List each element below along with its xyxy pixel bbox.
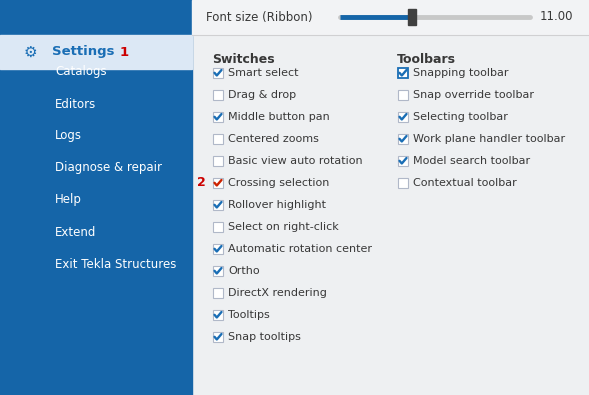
Text: Extend: Extend [55, 226, 97, 239]
Bar [213, 244, 223, 254]
Text: Diagnose & repair: Diagnose & repair [55, 162, 162, 175]
Bar [213, 310, 223, 320]
Bar [213, 134, 223, 144]
Bar [213, 200, 223, 210]
Bar [398, 134, 408, 144]
Text: Switches: Switches [212, 53, 274, 66]
Text: Smart select: Smart select [228, 68, 299, 78]
Bar [192, 0, 589, 35]
Bar [398, 90, 408, 100]
Bar [213, 90, 223, 100]
Text: Snap tooltips: Snap tooltips [228, 332, 301, 342]
Bar [213, 332, 223, 342]
Bar [408, 9, 416, 25]
Text: Exit Tekla Structures: Exit Tekla Structures [55, 258, 176, 271]
Text: Help: Help [55, 194, 82, 207]
Text: Rollover highlight: Rollover highlight [228, 200, 326, 210]
Text: Logs: Logs [55, 130, 82, 143]
Text: Model search toolbar: Model search toolbar [413, 156, 530, 166]
Text: Work plane handler toolbar: Work plane handler toolbar [413, 134, 565, 144]
Text: ⚙: ⚙ [23, 45, 37, 60]
Text: Editors: Editors [55, 98, 96, 111]
Bar [213, 266, 223, 276]
Bar [398, 112, 408, 122]
Bar [213, 222, 223, 232]
Text: Snapping toolbar: Snapping toolbar [413, 68, 508, 78]
Text: Select on right-click: Select on right-click [228, 222, 339, 232]
Text: Toolbars: Toolbars [397, 53, 456, 66]
Text: DirectX rendering: DirectX rendering [228, 288, 327, 298]
Bar [398, 68, 408, 78]
Text: Drag & drop: Drag & drop [228, 90, 296, 100]
Bar [213, 156, 223, 166]
Text: Middle button pan: Middle button pan [228, 112, 330, 122]
Text: 11.00: 11.00 [540, 11, 574, 23]
Text: Centered zooms: Centered zooms [228, 134, 319, 144]
Text: Contextual toolbar: Contextual toolbar [413, 178, 517, 188]
Text: 1: 1 [120, 45, 129, 58]
Text: Ortho: Ortho [228, 266, 260, 276]
Text: Tooltips: Tooltips [228, 310, 270, 320]
Bar [213, 288, 223, 298]
Bar [0, 35, 192, 69]
Text: Automatic rotation center: Automatic rotation center [228, 244, 372, 254]
Text: Font size (Ribbon): Font size (Ribbon) [206, 11, 313, 23]
Bar [0, 0, 192, 8]
Text: Catalogs: Catalogs [55, 66, 107, 79]
Text: Settings: Settings [52, 45, 114, 58]
Bar [213, 112, 223, 122]
Text: Snap override toolbar: Snap override toolbar [413, 90, 534, 100]
Text: 2: 2 [197, 177, 206, 190]
Text: Crossing selection: Crossing selection [228, 178, 329, 188]
Text: Selecting toolbar: Selecting toolbar [413, 112, 508, 122]
Bar [213, 68, 223, 78]
Bar [213, 178, 223, 188]
Bar [398, 178, 408, 188]
Bar [398, 156, 408, 166]
Text: Basic view auto rotation: Basic view auto rotation [228, 156, 363, 166]
Bar [0, 0, 192, 395]
